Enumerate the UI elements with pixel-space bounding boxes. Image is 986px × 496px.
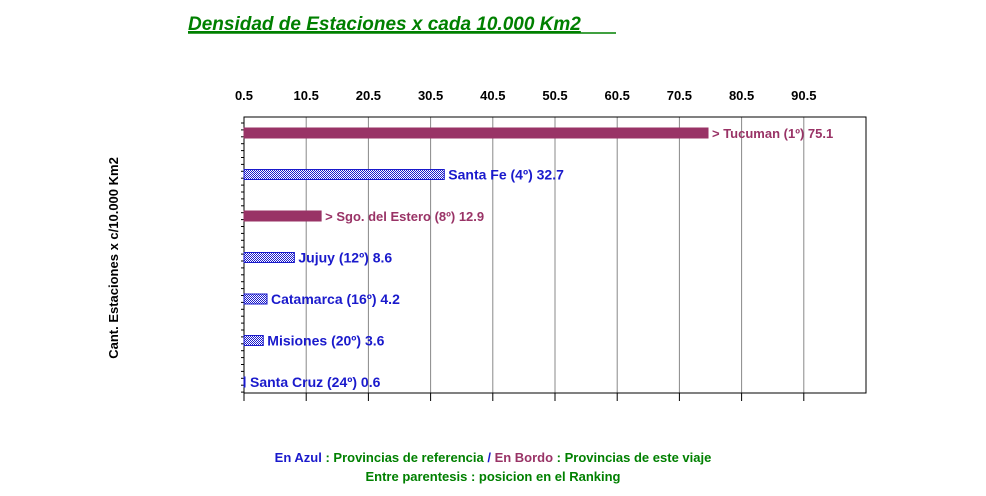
bar xyxy=(243,335,264,346)
legend-bordo: En Bordo xyxy=(494,450,554,465)
legend-azul: En Azul xyxy=(274,450,322,465)
legend-slash: / xyxy=(483,450,495,465)
bar xyxy=(243,252,295,263)
bars: > Tucuman (1º) 75.1 Santa Fe (4º) 32.7 > S… xyxy=(243,126,833,390)
grid xyxy=(305,117,805,393)
x-tick-label: 30.5 xyxy=(418,88,443,103)
bar xyxy=(243,169,445,180)
bar xyxy=(243,127,709,139)
legend-sep: : xyxy=(321,450,334,465)
bar xyxy=(243,210,322,222)
bar xyxy=(243,376,246,388)
bar-label: > Sgo. del Estero (8º) 12.9 xyxy=(325,209,484,224)
bar-label: Santa Fe (4º) 32.7 xyxy=(448,167,564,183)
legend-trip: Provincias de este viaje xyxy=(564,450,712,465)
x-tick-label: 20.5 xyxy=(356,88,381,103)
y-axis-label: Cant. Estaciones x c/10.000 Km2 xyxy=(106,157,121,359)
x-tick-label: 50.5 xyxy=(542,88,567,103)
x-tick-label: 90.5 xyxy=(791,88,816,103)
bar-label: Jujuy (12º) 8.6 xyxy=(298,250,392,266)
legend-reference: Provincias de referencia xyxy=(333,450,484,465)
x-tick-label: 70.5 xyxy=(667,88,692,103)
x-tick-label: 40.5 xyxy=(480,88,505,103)
x-tick-label: 80.5 xyxy=(729,88,754,103)
x-tick-label: 10.5 xyxy=(294,88,319,103)
legend-sep-2: : xyxy=(553,450,565,465)
bar xyxy=(243,293,268,305)
x-tick-label: 0.5 xyxy=(235,88,253,103)
x-ticks: 0.5 10.5 20.5 30.5 40.5 50.5 60.5 70.5 80.5 90.5 xyxy=(235,88,816,401)
bar-label: > Tucuman (1º) 75.1 xyxy=(712,126,833,141)
legend-line-2: Entre parentesis : posicion en el Rankin… xyxy=(365,469,621,484)
chart-title: Densidad de Estaciones x cada 10.000 Km2 xyxy=(188,14,581,35)
x-tick-label: 60.5 xyxy=(605,88,630,103)
legend-line-1: En Azul : Provincias de referencia / En … xyxy=(0,450,986,465)
bar-label: Catamarca (16º) 4.2 xyxy=(271,291,400,307)
bar-label: Misiones (20º) 3.6 xyxy=(267,333,384,349)
bar-label: Santa Cruz (24º) 0.6 xyxy=(250,374,381,390)
